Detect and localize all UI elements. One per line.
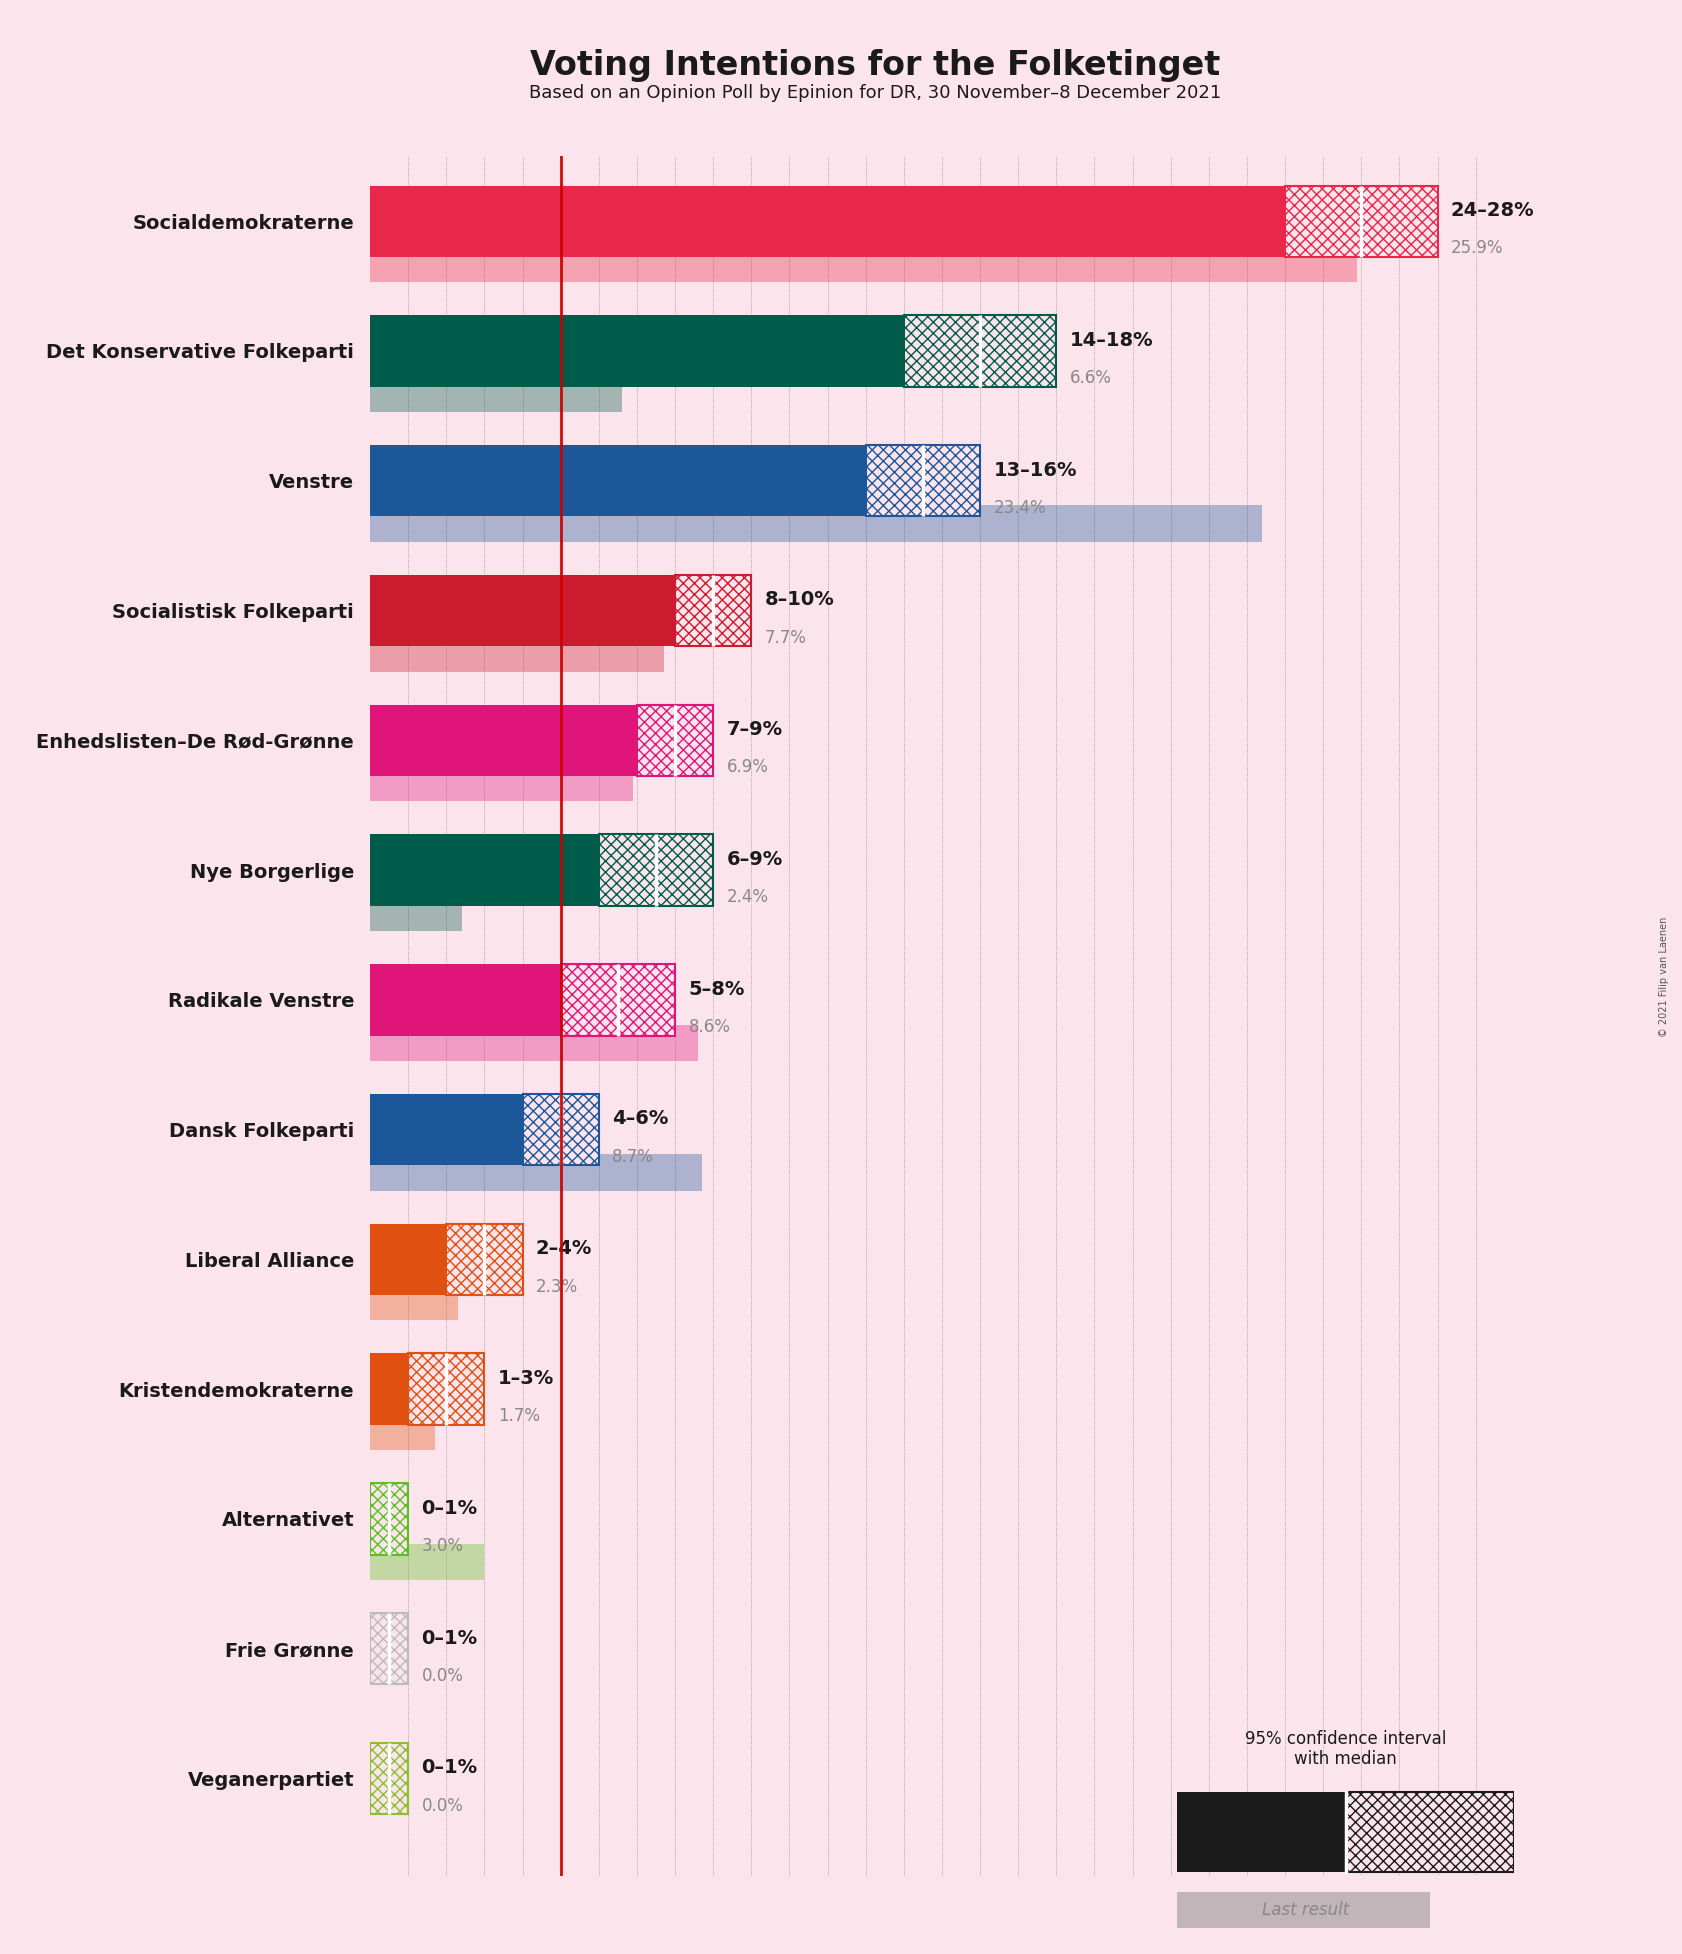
Bar xyxy=(409,1354,484,1424)
Bar xyxy=(1285,186,1438,256)
Bar xyxy=(599,834,713,907)
Bar xyxy=(866,446,981,516)
Bar xyxy=(370,446,866,516)
Text: 2–4%: 2–4% xyxy=(537,1239,592,1258)
Bar xyxy=(523,1094,599,1165)
Bar xyxy=(370,1223,446,1296)
Text: 8–10%: 8–10% xyxy=(765,590,834,610)
Text: 2.4%: 2.4% xyxy=(727,889,769,907)
Bar xyxy=(370,315,903,387)
Bar xyxy=(1346,1792,1514,1872)
Text: Voting Intentions for the Folketinget: Voting Intentions for the Folketinget xyxy=(530,49,1219,82)
Text: 5–8%: 5–8% xyxy=(688,979,745,998)
Bar xyxy=(599,834,713,907)
Bar xyxy=(674,574,752,647)
Bar xyxy=(560,963,674,1036)
Bar xyxy=(560,963,674,1036)
Bar xyxy=(370,1094,523,1165)
Bar xyxy=(370,506,1262,541)
Text: 1–3%: 1–3% xyxy=(498,1370,553,1387)
Bar xyxy=(370,1415,436,1450)
Text: 8.6%: 8.6% xyxy=(688,1018,730,1036)
Bar xyxy=(637,705,713,776)
Text: 6.6%: 6.6% xyxy=(1070,369,1112,387)
Text: 0–1%: 0–1% xyxy=(422,1628,478,1647)
Bar xyxy=(370,1614,409,1684)
Bar xyxy=(370,1743,409,1813)
Bar xyxy=(370,1483,409,1555)
Text: 0–1%: 0–1% xyxy=(422,1759,478,1778)
Text: 4–6%: 4–6% xyxy=(612,1110,668,1127)
Bar xyxy=(370,1614,409,1684)
Text: 13–16%: 13–16% xyxy=(994,461,1076,479)
Bar xyxy=(903,315,1056,387)
Bar xyxy=(370,1743,409,1813)
Text: 7–9%: 7–9% xyxy=(727,721,782,739)
Bar xyxy=(370,635,664,672)
Text: 24–28%: 24–28% xyxy=(1452,201,1534,221)
Text: 6.9%: 6.9% xyxy=(727,758,769,776)
Text: 0.0%: 0.0% xyxy=(422,1796,463,1815)
Text: 3.0%: 3.0% xyxy=(422,1538,464,1555)
Bar xyxy=(674,574,752,647)
Bar xyxy=(637,705,713,776)
Bar xyxy=(370,1024,698,1061)
Bar xyxy=(1177,1891,1430,1929)
Text: © 2021 Filip van Laenen: © 2021 Filip van Laenen xyxy=(1658,916,1669,1038)
Text: 95% confidence interval
with median: 95% confidence interval with median xyxy=(1245,1729,1447,1768)
Bar xyxy=(370,1614,409,1684)
Bar xyxy=(370,963,560,1036)
Bar xyxy=(523,1094,599,1165)
Bar xyxy=(637,705,713,776)
Bar xyxy=(370,1284,458,1321)
Bar xyxy=(599,834,713,907)
Text: 14–18%: 14–18% xyxy=(1070,330,1154,350)
Bar xyxy=(1285,186,1438,256)
Text: 0–1%: 0–1% xyxy=(422,1499,478,1518)
Bar xyxy=(903,315,1056,387)
Bar xyxy=(674,574,752,647)
Bar xyxy=(409,1354,484,1424)
Bar xyxy=(370,186,1285,256)
Bar xyxy=(446,1223,523,1296)
Bar xyxy=(370,1155,701,1190)
Text: Based on an Opinion Poll by Epinion for DR, 30 November–8 December 2021: Based on an Opinion Poll by Epinion for … xyxy=(528,84,1221,102)
Text: 1.7%: 1.7% xyxy=(498,1407,540,1424)
Bar xyxy=(370,246,1357,281)
Bar xyxy=(523,1094,599,1165)
Bar xyxy=(446,1223,523,1296)
Bar xyxy=(370,705,637,776)
Text: 8.7%: 8.7% xyxy=(612,1147,654,1167)
Bar xyxy=(370,1544,484,1581)
Bar xyxy=(370,764,632,801)
Text: 6–9%: 6–9% xyxy=(727,850,782,870)
Bar xyxy=(1346,1792,1514,1872)
Bar xyxy=(903,315,1056,387)
Bar xyxy=(866,446,981,516)
Text: 0.0%: 0.0% xyxy=(422,1667,463,1684)
Text: 25.9%: 25.9% xyxy=(1452,238,1504,258)
Bar xyxy=(370,895,461,930)
Bar xyxy=(1177,1792,1346,1872)
Text: 7.7%: 7.7% xyxy=(765,629,806,647)
Bar xyxy=(370,574,674,647)
Bar xyxy=(370,1743,409,1813)
Bar xyxy=(560,963,674,1036)
Text: Last result: Last result xyxy=(1262,1901,1349,1919)
Bar xyxy=(370,1483,409,1555)
Bar xyxy=(370,834,599,907)
Text: 2.3%: 2.3% xyxy=(537,1278,579,1296)
Bar xyxy=(370,375,622,412)
Bar xyxy=(409,1354,484,1424)
Bar xyxy=(370,1354,409,1424)
Bar xyxy=(1285,186,1438,256)
Bar xyxy=(370,1483,409,1555)
Text: 23.4%: 23.4% xyxy=(994,498,1046,518)
Bar xyxy=(1346,1792,1514,1872)
Bar xyxy=(446,1223,523,1296)
Bar xyxy=(866,446,981,516)
